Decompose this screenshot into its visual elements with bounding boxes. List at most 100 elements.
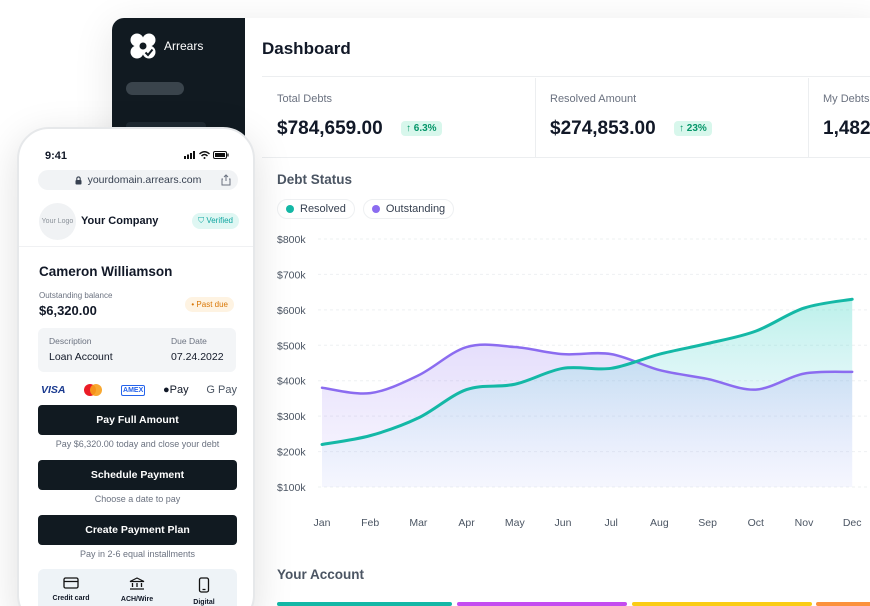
chart-legend: Resolved Outstanding (277, 199, 455, 219)
create-payment-plan-hint: Pay in 2-6 equal installments (79, 549, 196, 559)
method-label: ACH/Wire (120, 596, 154, 603)
y-tick-label: $300k (277, 411, 306, 423)
credit-card-icon (63, 577, 79, 589)
arrears-logo-icon (130, 33, 156, 59)
url-bar[interactable]: yourdomain.arrears.com (38, 170, 238, 190)
y-tick-label: $100k (277, 482, 306, 494)
series-line-resolved (320, 297, 854, 446)
method-ach-wire[interactable]: ACH/Wire (104, 577, 170, 603)
phone-mockup: 9:41 yourdomain.arrears.com Your Logo Yo… (17, 127, 255, 606)
y-tick-label: $400k (277, 376, 306, 388)
x-tick-label: Jul (604, 517, 617, 529)
method-credit-card[interactable]: Credit card (38, 577, 104, 602)
stat-label: Total Debts (277, 93, 333, 105)
series-line-outstanding (320, 343, 854, 395)
stat-change-badge: ↑ 6.3% (401, 121, 442, 136)
url-text: yourdomain.arrears.com (87, 174, 202, 186)
create-payment-plan-button[interactable]: Create Payment Plan (38, 515, 237, 545)
your-account-title: Your Account (277, 567, 364, 582)
past-due-badge: • Past due (185, 297, 234, 312)
verified-label: Verified (206, 216, 233, 225)
y-tick-label: $800k (277, 234, 306, 246)
x-tick-label: Feb (361, 517, 379, 529)
payment-method-panel: Credit card ACH/Wire Digital (38, 569, 237, 606)
google-pay-logo: G Pay (206, 384, 237, 396)
visa-logo: VISA (41, 384, 66, 396)
dot-icon: • (191, 300, 195, 309)
y-tick-label: $500k (277, 340, 306, 352)
company-logo-placeholder: Your Logo (39, 203, 76, 240)
company-name: Your Company (81, 215, 159, 227)
loan-details: Description Loan Account Due Date 07.24.… (38, 328, 236, 372)
divider (262, 157, 870, 158)
brand[interactable]: Arrears (129, 32, 203, 60)
apple-pay-logo: ●Pay (163, 384, 189, 396)
divider (262, 76, 870, 77)
legend-dot (286, 205, 294, 213)
sidebar-item-placeholder[interactable] (126, 82, 184, 95)
series-area-resolved (322, 299, 853, 487)
customer-name: Cameron Williamson (39, 264, 173, 279)
legend-item-outstanding[interactable]: Outstanding (362, 199, 455, 219)
stat-value: $274,853.00 (550, 118, 656, 139)
schedule-payment-hint: Choose a date to pay (94, 494, 181, 504)
description-value: Loan Account (49, 351, 113, 363)
divider (808, 78, 809, 158)
battery-icon (213, 151, 229, 159)
y-tick-label: $600k (277, 305, 306, 317)
page-title: Dashboard (262, 39, 351, 58)
x-tick-label: Jun (555, 517, 572, 529)
legend-label: Resolved (300, 203, 346, 215)
x-tick-label: Oct (748, 517, 764, 529)
debt-status-title: Debt Status (277, 172, 353, 187)
sidebar-section-placeholder (126, 122, 206, 130)
stat-label: Resolved Amount (550, 93, 637, 105)
company-header: Your Logo Your Company ⛉ Verified (39, 203, 239, 241)
stat-change-value: 23% (686, 123, 707, 134)
stat-total-debts: Total Debts $784,659.00 ↑ 6.3% (262, 78, 535, 158)
x-tick-label: Nov (795, 517, 814, 529)
legend-label: Outstanding (385, 203, 446, 215)
account-bar-purple (457, 602, 627, 606)
pay-full-amount-button[interactable]: Pay Full Amount (38, 405, 237, 435)
stat-resolved-amount: Resolved Amount $274,853.00 ↑ 23% (535, 78, 808, 158)
legend-dot (371, 205, 380, 213)
y-tick-label: $700k (277, 269, 306, 281)
shield-check-icon: ⛉ (198, 216, 205, 225)
method-label: Credit card (52, 595, 90, 602)
description-label: Description (49, 336, 92, 346)
share-icon[interactable] (221, 174, 231, 186)
lock-icon (75, 175, 82, 184)
status-icons (184, 151, 229, 159)
x-tick-label: Dec (843, 517, 862, 529)
smartphone-icon (198, 577, 210, 593)
wifi-icon (199, 151, 210, 159)
account-bar-yellow (632, 602, 812, 606)
x-tick-label: Aug (650, 517, 669, 529)
balance-value: $6,320.00 (39, 303, 97, 318)
stat-change-badge: ↑ 23% (674, 121, 712, 136)
method-digital[interactable]: Digital (171, 577, 237, 606)
divider (19, 246, 253, 247)
legend-item-resolved[interactable]: Resolved (277, 199, 355, 219)
schedule-payment-button[interactable]: Schedule Payment (38, 460, 237, 490)
stat-label: My Debts (823, 93, 870, 105)
x-tick-label: May (505, 517, 526, 529)
mastercard-icon (84, 384, 103, 396)
x-tick-label: Sep (698, 517, 717, 529)
method-label: Digital (193, 599, 215, 606)
main-content: Dashboard Total Debts $784,659.00 ↑ 6.3%… (245, 18, 870, 606)
x-tick-label: Apr (458, 517, 475, 529)
balance-label: Outstanding balance (39, 291, 113, 300)
stat-my-debts: My Debts 1,482 (808, 78, 870, 158)
status-time: 9:41 (45, 150, 68, 162)
verified-badge: ⛉ Verified (192, 213, 239, 229)
desktop-window: Arrears Dashboard Total Debts $784,659.0… (112, 18, 870, 606)
due-date-label: Due Date (171, 336, 207, 346)
apple-pay-label: Pay (169, 384, 189, 396)
due-date-value: 07.24.2022 (171, 351, 224, 363)
stat-change-value: 6.3% (413, 123, 437, 134)
x-tick-label: Mar (409, 517, 428, 529)
stat-value: $784,659.00 (277, 118, 383, 139)
